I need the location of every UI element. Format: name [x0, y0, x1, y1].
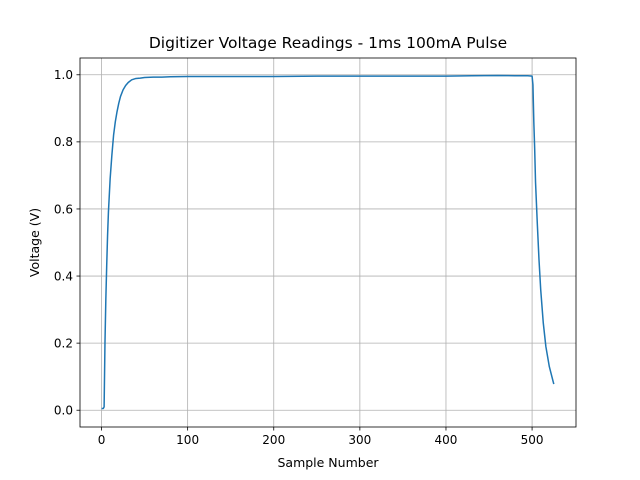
y-axis-label: Voltage (V) — [27, 208, 42, 277]
chart-title: Digitizer Voltage Readings - 1ms 100mA P… — [149, 34, 507, 52]
x-tick-label: 200 — [262, 433, 285, 447]
x-tick-label: 500 — [521, 433, 544, 447]
y-tick-label: 1.0 — [54, 68, 73, 82]
series-layer — [101, 74, 555, 410]
plot-frame — [79, 57, 577, 428]
x-tick-label: 100 — [176, 433, 199, 447]
x-tick-label: 0 — [98, 433, 106, 447]
voltage-series-line — [101, 74, 555, 410]
x-tick-label: 400 — [435, 433, 458, 447]
x-axis-label: Sample Number — [277, 455, 379, 470]
y-tick-label: 0.2 — [54, 336, 73, 350]
y-tick-label: 0.8 — [54, 135, 73, 149]
x-tick-label: 300 — [348, 433, 371, 447]
y-tick-label: 0.6 — [54, 202, 73, 216]
y-tick-label: 0.0 — [54, 404, 73, 418]
y-tick-label: 0.4 — [54, 269, 73, 283]
axis-ticks: 0 100 200 300 400 500 0.0 0.2 0.4 0.6 0.8 1.0 — [54, 68, 544, 447]
grid-lines — [80, 58, 576, 427]
